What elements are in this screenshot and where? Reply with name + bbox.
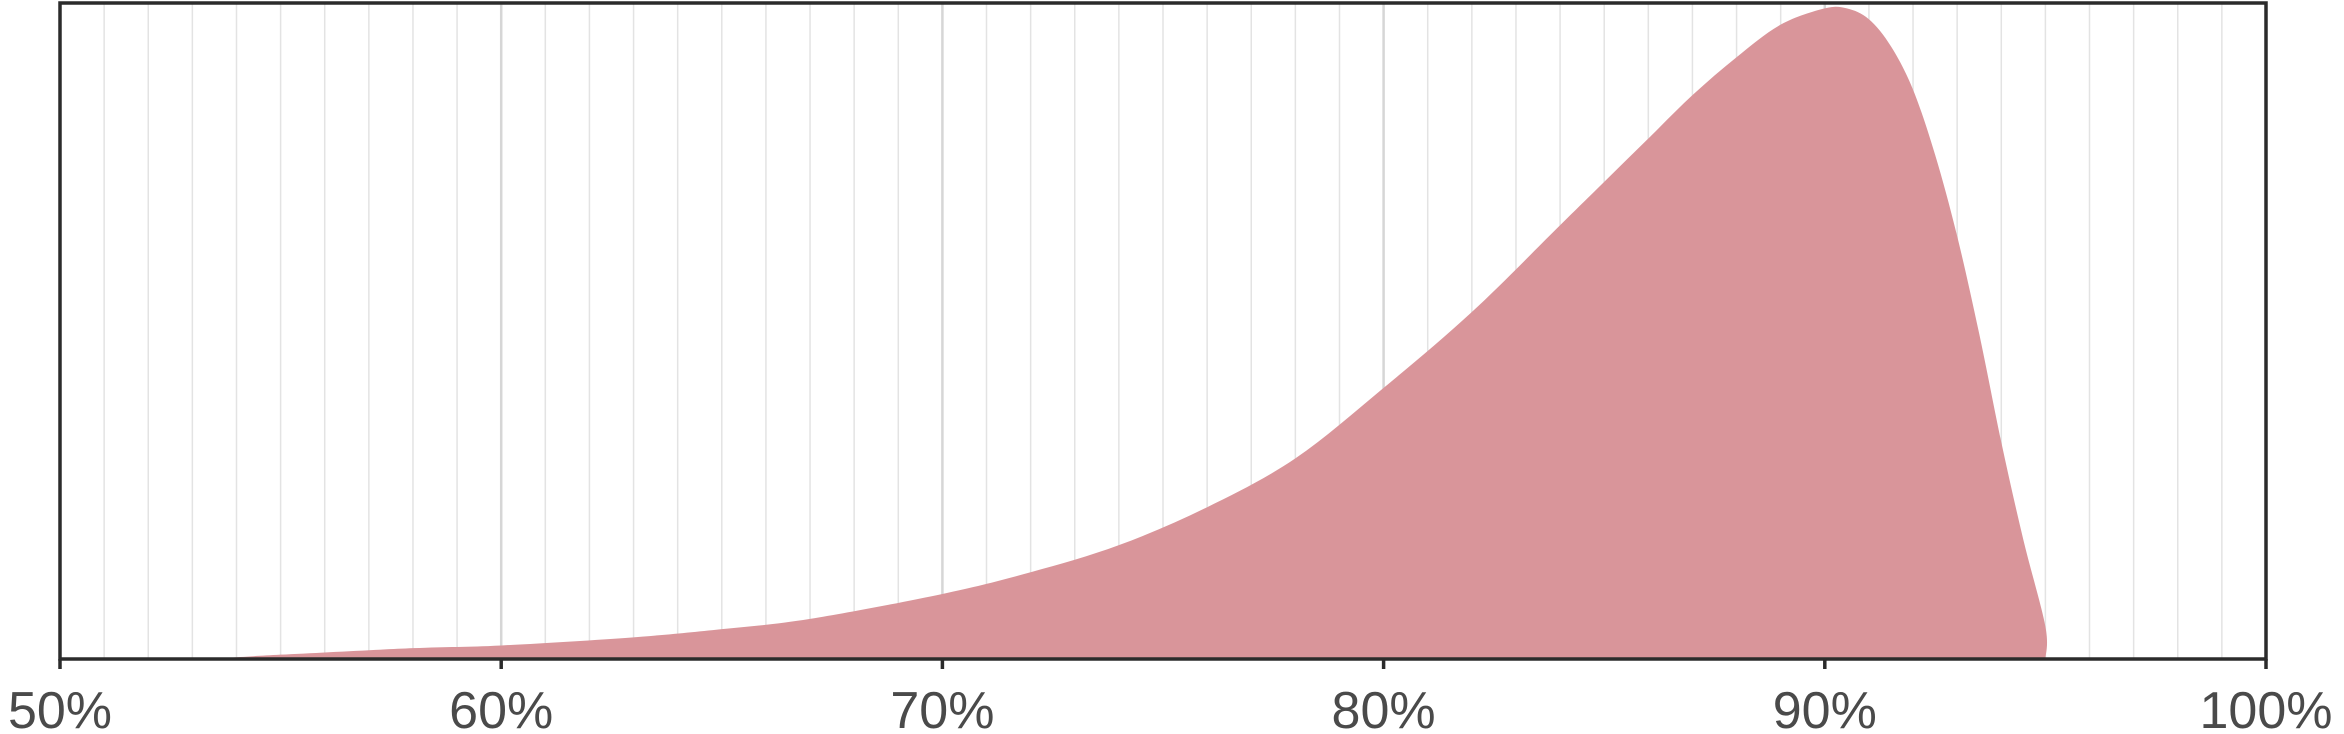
- x-tick-label-100: 100%: [2200, 682, 2333, 734]
- x-tick-label-70: 70%: [890, 682, 994, 734]
- x-axis-tick-labels: 50% 60% 70% 80% 90% 100%: [8, 682, 2333, 734]
- x-tick-label-50: 50%: [8, 682, 112, 734]
- x-axis-ticks: [58, 659, 2268, 669]
- x-tick-label-90: 90%: [1773, 682, 1877, 734]
- plot-frame: [58, 1, 2268, 661]
- density-area-layer: [60, 6, 2048, 660]
- x-tick-label-60: 60%: [449, 682, 553, 734]
- x-tick-label-80: 80%: [1332, 682, 1436, 734]
- density-area: [60, 6, 2048, 660]
